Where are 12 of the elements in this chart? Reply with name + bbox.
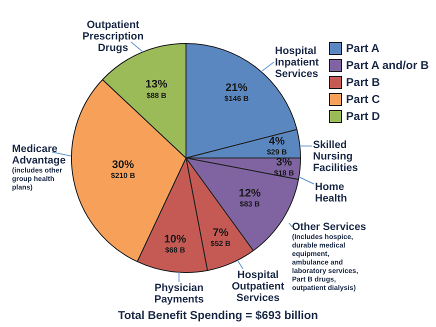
slice-label: Hospital Outpatient Services <box>232 269 285 304</box>
text: Part D <box>346 110 380 122</box>
slice-label: Physician Payments <box>154 282 204 306</box>
slice-label: Home Health <box>315 181 348 205</box>
text: Part B <box>346 76 380 88</box>
text: Part C <box>346 94 380 106</box>
legend-label: Hospital Inpatient Services <box>275 45 320 80</box>
slice-label: Outpatient Prescription Drugs <box>82 19 144 54</box>
text: Part A and/or B <box>346 60 429 72</box>
text: Part A <box>346 42 380 54</box>
text: Total Benefit Spending = $693 billion <box>116 310 320 322</box>
slice-label: Skilled Nursing Facilities <box>313 139 358 174</box>
